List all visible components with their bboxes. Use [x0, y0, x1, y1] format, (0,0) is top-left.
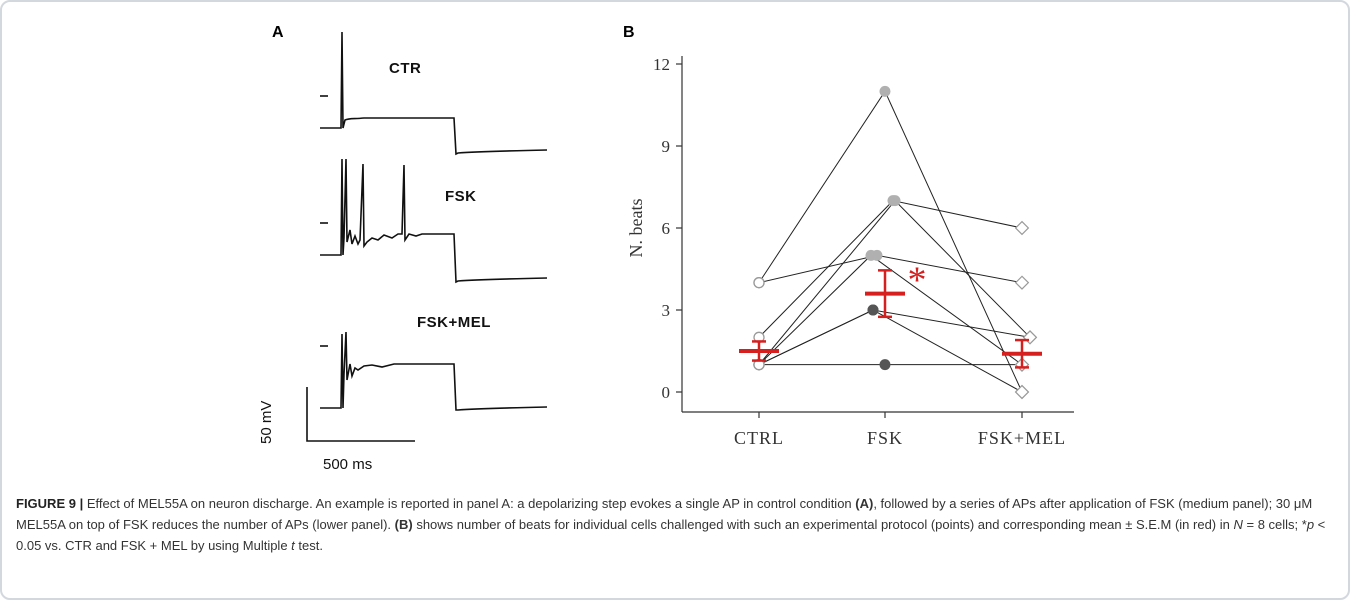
fsk-mel-point	[1014, 275, 1030, 290]
cell-line	[758, 309, 1031, 366]
trace-label-ctr: CTR	[389, 60, 422, 77]
trace-fsk	[320, 158, 548, 284]
caption-segment: (B)	[394, 517, 413, 532]
cell-line	[758, 90, 1023, 393]
fsk-point	[879, 85, 891, 97]
trace-label-fsk: FSK	[445, 188, 477, 205]
x-tick-label: CTRL	[734, 428, 784, 448]
scale-label-time: 500 ms	[323, 456, 373, 473]
fsk-point	[867, 304, 879, 316]
figure-caption: FIGURE 9 | Effect of MEL55A on neuron di…	[16, 493, 1341, 556]
fsk-mel-point	[1014, 384, 1030, 400]
fsk-point	[889, 195, 901, 207]
figure-label: FIGURE 9 |	[16, 496, 84, 511]
fsk-point	[865, 249, 877, 261]
trace-fsk-mel	[320, 331, 548, 411]
panel-b-chart: 0 3 6 9 12 CTRL FSK FSK+MEL N. beats *	[626, 55, 1074, 448]
x-tick-label: FSK+MEL	[978, 428, 1066, 448]
caption-segment: test.	[294, 538, 323, 553]
panel-a-traces	[306, 31, 548, 442]
y-tick-label: 3	[662, 301, 671, 320]
caption-segment: = 8 cells; *	[1242, 517, 1307, 532]
caption-segment: p	[1306, 517, 1315, 532]
panel-a-letter: A	[272, 24, 284, 41]
fsk-point	[879, 359, 891, 371]
trace-ctr	[320, 31, 548, 156]
y-tick-label: 6	[662, 219, 671, 238]
caption-segment: < 0.05 vs. CTR and FSK + MEL by using Mu…	[16, 517, 1326, 553]
caption-segment: shows number of beats for individual cel…	[412, 517, 1234, 532]
ctrl-point	[753, 277, 765, 289]
y-tick-label: 0	[662, 383, 671, 402]
y-tick-label: 12	[653, 55, 670, 74]
cell-line	[758, 199, 1031, 365]
significance-asterisk: *	[908, 259, 927, 301]
caption-segment: (A)	[855, 496, 874, 511]
cell-line	[758, 254, 1023, 366]
caption-segment: Effect of MEL55A on neuron discharge. An…	[83, 496, 856, 511]
cell-line	[758, 309, 1023, 393]
fsk-mel-point	[1014, 220, 1030, 236]
y-axis-label: N. beats	[626, 199, 646, 258]
panel-b-letter: B	[623, 24, 635, 41]
caption-segment: N	[1233, 517, 1243, 532]
scale-bar	[306, 387, 415, 442]
caption-segment: t	[291, 538, 295, 553]
trace-label-fsk-mel: FSK+MEL	[417, 314, 491, 331]
y-tick-label: 9	[662, 137, 671, 156]
caption-segment: , followed by a series of APs after appl…	[16, 496, 1313, 532]
x-tick-label: FSK	[867, 428, 903, 448]
caption-body: Effect of MEL55A on neuron discharge. An…	[16, 496, 1325, 553]
